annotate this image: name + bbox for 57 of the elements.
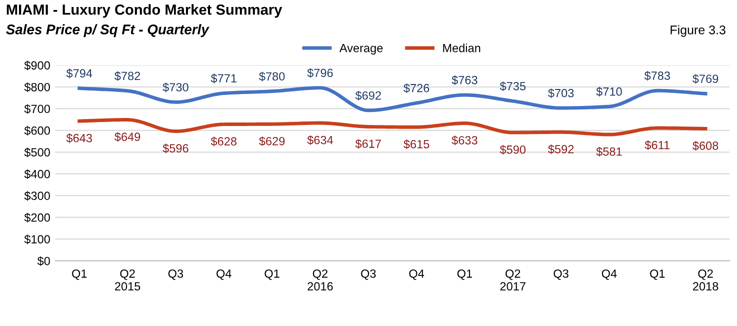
y-tick-label: $900 bbox=[24, 60, 50, 70]
x-tick-label: Q1 bbox=[457, 269, 472, 280]
data-label: $581 bbox=[596, 146, 622, 156]
y-tick-label: $800 bbox=[24, 82, 50, 92]
data-label: $769 bbox=[692, 74, 718, 84]
legend-label: Median bbox=[443, 44, 480, 52]
x-tick-label: Q4 bbox=[216, 269, 232, 280]
chart-subtitle: Sales Price p/ Sq Ft - Quarterly bbox=[6, 24, 210, 38]
data-label: $782 bbox=[114, 71, 140, 81]
data-label: $628 bbox=[210, 136, 236, 146]
x-tick-label: Q2 2017 bbox=[500, 269, 526, 291]
data-label: $592 bbox=[548, 144, 574, 154]
x-tick-label: Q1 bbox=[650, 269, 665, 280]
y-tick-label: $600 bbox=[24, 126, 50, 136]
y-tick-label: $200 bbox=[24, 212, 50, 222]
data-label: $703 bbox=[548, 88, 574, 98]
data-label: $763 bbox=[452, 75, 478, 85]
data-label: $780 bbox=[259, 72, 285, 82]
y-tick-label: $100 bbox=[24, 234, 50, 244]
x-tick-label: Q3 bbox=[168, 269, 184, 280]
data-label: $596 bbox=[162, 144, 188, 154]
data-label: $649 bbox=[114, 132, 140, 142]
data-label: $615 bbox=[404, 140, 430, 150]
data-label: $735 bbox=[500, 81, 526, 92]
data-label: $634 bbox=[307, 135, 333, 145]
y-tick-label: $700 bbox=[24, 104, 50, 114]
y-tick-label: $400 bbox=[24, 169, 50, 179]
x-tick-label: Q1 bbox=[264, 269, 280, 280]
caption: Figure 3.3 bbox=[670, 25, 726, 37]
data-label: $608 bbox=[692, 141, 718, 151]
y-tick-label: $0 bbox=[37, 256, 50, 266]
data-label: $710 bbox=[596, 86, 622, 96]
data-label: $633 bbox=[452, 136, 478, 146]
x-tick-label: Q1 bbox=[72, 269, 87, 280]
data-label: $692 bbox=[355, 90, 381, 100]
x-tick-label: Q2 2018 bbox=[693, 269, 718, 291]
legend-label: Average bbox=[339, 44, 383, 55]
x-tick-label: Q4 bbox=[409, 269, 424, 280]
x-tick-label: Q3 bbox=[554, 269, 568, 280]
data-label: $783 bbox=[644, 71, 670, 81]
chart-title: MIAMI - Luxury Condo Market Summary bbox=[6, 4, 282, 18]
data-label: $643 bbox=[66, 133, 92, 143]
data-label: $726 bbox=[404, 83, 430, 93]
data-label: $629 bbox=[259, 136, 285, 146]
data-label: $730 bbox=[162, 82, 188, 92]
data-label: $590 bbox=[500, 144, 526, 154]
data-label: $771 bbox=[210, 74, 236, 84]
y-tick-label: $500 bbox=[24, 148, 50, 158]
data-label: $611 bbox=[644, 140, 670, 150]
x-tick-label: Q4 bbox=[602, 269, 617, 280]
x-tick-label: Q2 2016 bbox=[308, 269, 333, 291]
data-label: $794 bbox=[66, 68, 92, 78]
x-tick-label: Q2 2015 bbox=[114, 269, 140, 291]
data-label: $796 bbox=[307, 68, 333, 78]
y-tick-label: $300 bbox=[24, 191, 50, 201]
data-label: $617 bbox=[355, 139, 381, 149]
x-tick-label: Q3 bbox=[361, 269, 376, 280]
